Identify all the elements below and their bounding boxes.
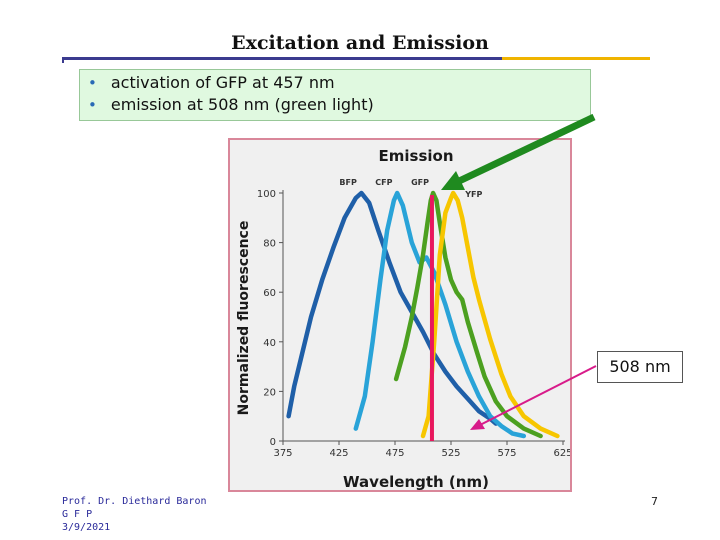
y-tick-label: 20 bbox=[263, 387, 276, 398]
series-label-cfp: CFP bbox=[375, 178, 392, 187]
title-rule-tick bbox=[62, 57, 64, 63]
y-tick-label: 60 bbox=[263, 288, 276, 299]
title-rule-accent bbox=[502, 57, 650, 60]
page-number: 7 bbox=[651, 495, 658, 508]
slide-title: Excitation and Emission bbox=[231, 32, 489, 54]
x-tick-label: 625 bbox=[553, 448, 570, 459]
y-tick-label: 100 bbox=[257, 189, 276, 200]
title-rule bbox=[62, 57, 502, 60]
series-label-bfp: BFP bbox=[339, 178, 357, 187]
emission-chart: Emission Wavelength (nm) Normalized fluo… bbox=[236, 147, 570, 490]
x-tick-label: 425 bbox=[329, 448, 348, 459]
x-axis-label: Wavelength (nm) bbox=[343, 473, 489, 490]
series-label-yfp: YFP bbox=[464, 190, 482, 199]
footer-topic: G F P bbox=[62, 509, 93, 520]
y-tick-label: 0 bbox=[270, 437, 276, 448]
wavelength-callout: 508 nm bbox=[597, 351, 683, 383]
chart-frame: Emission Wavelength (nm) Normalized fluo… bbox=[228, 138, 572, 492]
axes: 0 20 40 60 80 100 375 425 475 525 575 625 bbox=[257, 189, 570, 459]
x-tick-label: 525 bbox=[441, 448, 460, 459]
y-tick-label: 80 bbox=[263, 239, 276, 250]
x-tick-label: 475 bbox=[385, 448, 404, 459]
x-tick-label: 575 bbox=[497, 448, 516, 459]
x-tick-label: 375 bbox=[273, 448, 292, 459]
bullet-item-activation: activation of GFP at 457 nm bbox=[88, 72, 590, 94]
y-tick-label: 40 bbox=[263, 338, 276, 349]
footer: Prof. Dr. Diethard Baron G F P 3/9/2021 bbox=[62, 495, 207, 534]
series-group bbox=[286, 190, 560, 439]
bullet-box: activation of GFP at 457 nm emission at … bbox=[79, 69, 591, 121]
series-line-yfp bbox=[420, 190, 560, 439]
y-axis-label: Normalized fluorescence bbox=[236, 221, 252, 416]
bullet-item-emission: emission at 508 nm (green light) bbox=[88, 94, 590, 116]
footer-date: 3/9/2021 bbox=[62, 522, 111, 533]
chart-title: Emission bbox=[379, 147, 454, 165]
footer-author: Prof. Dr. Diethard Baron bbox=[62, 496, 207, 507]
bullet-list: activation of GFP at 457 nm emission at … bbox=[80, 70, 590, 116]
series-labels: BFP CFP GFP YFP bbox=[339, 178, 482, 199]
series-label-gfp: GFP bbox=[411, 178, 429, 187]
